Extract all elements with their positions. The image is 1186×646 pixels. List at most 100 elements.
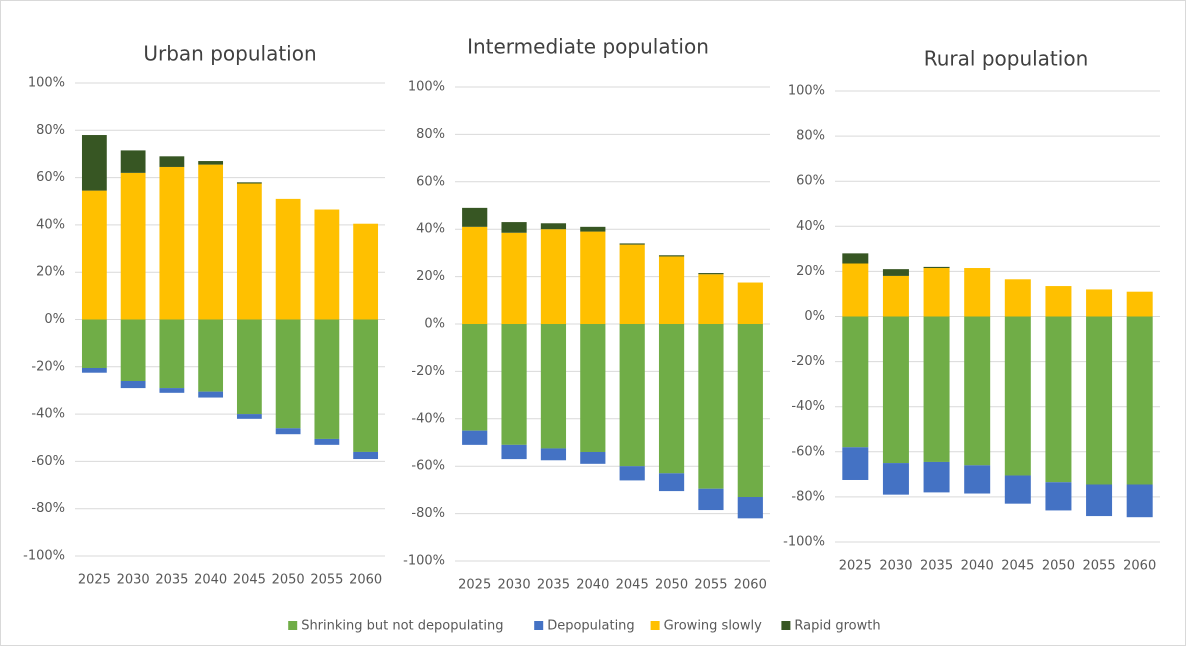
chart-title: Urban population [143, 42, 316, 66]
bar-segment [198, 319, 224, 392]
bar-segment [580, 324, 606, 452]
y-tick-label: -60% [411, 459, 445, 474]
x-tick-label: 2035 [537, 578, 570, 593]
bar-segment [275, 319, 301, 429]
bar-segment [81, 367, 107, 373]
y-tick-label: 20% [796, 264, 825, 279]
bar-segment [159, 166, 185, 320]
bar-segment [923, 316, 950, 462]
y-tick-label: 60% [36, 170, 65, 185]
x-tick-label: 2060 [349, 573, 382, 588]
bar-segment [1004, 279, 1031, 317]
bar-segment [842, 263, 869, 317]
x-tick-label: 2040 [576, 578, 609, 593]
bar-segment [737, 324, 763, 498]
x-tick-label: 2055 [1083, 559, 1116, 574]
y-tick-label: -100% [23, 549, 65, 564]
bar-segment [462, 430, 488, 445]
bar-segment [658, 324, 685, 474]
legend-label: Growing slowly [664, 619, 763, 634]
bar-segment [314, 319, 340, 439]
y-tick-label: -60% [31, 454, 65, 469]
x-tick-label: 2045 [616, 578, 649, 593]
y-tick-label: -20% [791, 354, 825, 369]
bar-segment [964, 316, 991, 466]
y-tick-label: 60% [796, 174, 825, 189]
bar-segment [1045, 316, 1072, 483]
y-tick-label: 40% [36, 217, 65, 232]
bar-segment [275, 428, 301, 435]
bar-segment [540, 223, 567, 230]
y-tick-label: -100% [403, 554, 445, 569]
x-tick-label: 2040 [194, 573, 227, 588]
y-tick-label: -40% [31, 407, 65, 422]
bar-segment [540, 229, 567, 324]
y-tick-label: 40% [416, 222, 445, 237]
bar-segment [314, 438, 340, 445]
y-tick-label: 20% [36, 265, 65, 280]
x-tick-label: 2045 [233, 573, 266, 588]
legend-swatch [288, 621, 298, 630]
y-tick-label: 100% [28, 76, 65, 91]
y-tick-label: -20% [411, 364, 445, 379]
bar-segment [120, 319, 146, 381]
bar-segment [236, 182, 262, 184]
bar-segment [698, 273, 724, 275]
x-tick-label: 2060 [734, 578, 767, 593]
bar-segment [462, 207, 488, 227]
x-tick-label: 2050 [655, 578, 688, 593]
bar-segment [540, 324, 567, 449]
y-tick-label: -60% [791, 444, 825, 459]
bar-segment [81, 190, 107, 320]
bar-segment [1126, 316, 1153, 485]
bar-segment [462, 324, 488, 431]
x-tick-label: 2060 [1123, 559, 1156, 574]
x-tick-label: 2035 [155, 573, 188, 588]
bar-segment [81, 319, 107, 368]
bar-segment [882, 463, 909, 495]
bar-segment [198, 164, 224, 320]
bar-segment [923, 266, 950, 269]
bar-segment [198, 161, 224, 165]
bar-segment [159, 388, 185, 393]
bar-segment [1045, 482, 1072, 511]
x-tick-label: 2025 [78, 573, 111, 588]
x-tick-label: 2025 [458, 578, 491, 593]
bar-segment [619, 244, 645, 324]
bar-segment [737, 282, 763, 324]
x-tick-label: 2045 [1001, 559, 1034, 574]
bar-segment [236, 414, 262, 419]
bar-segment [501, 232, 527, 324]
legend-swatch [534, 621, 544, 630]
bar-segment [275, 198, 301, 320]
bar-segment [923, 461, 950, 493]
x-tick-label: 2050 [1042, 559, 1075, 574]
y-tick-label: -80% [31, 501, 65, 516]
chart-title: Intermediate population [467, 35, 709, 59]
y-tick-label: 0% [424, 317, 445, 332]
bar-segment [923, 268, 950, 317]
bar-segment [236, 319, 262, 415]
bar-segment [882, 269, 909, 276]
x-tick-label: 2035 [920, 559, 953, 574]
y-tick-label: 100% [408, 80, 445, 95]
bar-segment [198, 391, 224, 398]
y-tick-label: 60% [416, 174, 445, 189]
x-tick-label: 2030 [117, 573, 150, 588]
legend-label: Shrinking but not depopulating [301, 619, 503, 634]
bar-segment [1126, 291, 1153, 317]
bar-segment [81, 135, 107, 191]
bar-segment [501, 444, 527, 460]
bar-segment [120, 380, 146, 389]
bar-segment [462, 226, 488, 324]
bar-segment [1086, 484, 1113, 517]
x-tick-label: 2025 [839, 559, 872, 574]
y-tick-label: -40% [791, 399, 825, 414]
bar-segment [658, 473, 685, 492]
bar-segment [737, 497, 763, 519]
bar-segment [580, 231, 606, 324]
x-tick-label: 2055 [310, 573, 343, 588]
bar-segment [658, 255, 685, 257]
bar-segment [842, 253, 869, 264]
bar-segment [1126, 484, 1153, 518]
